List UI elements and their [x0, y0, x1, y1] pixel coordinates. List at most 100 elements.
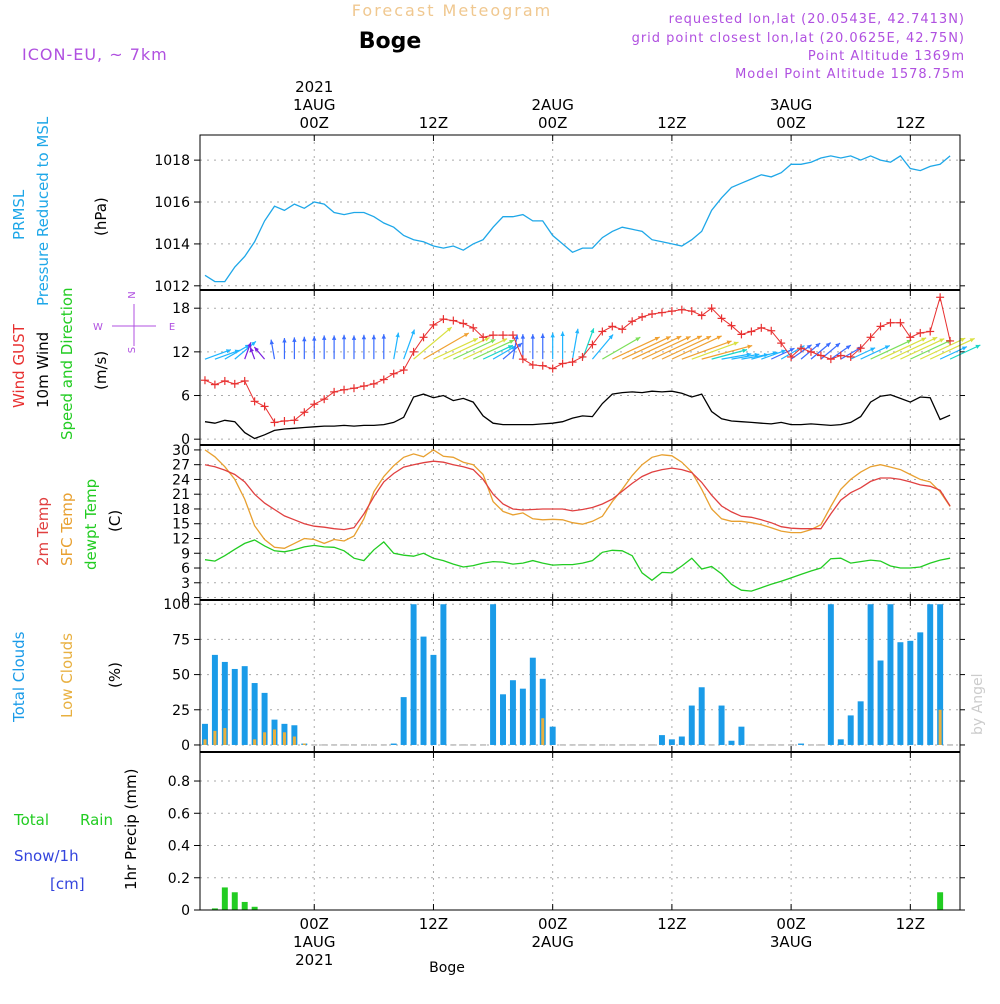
wind-arrow: [900, 338, 945, 360]
panel-pressure: 1012 1014 1016 1018: [154, 135, 965, 295]
wind-arrow-head: [747, 344, 753, 349]
total-cloud-bar: [549, 726, 556, 745]
wind-arrow-head: [490, 339, 496, 344]
gust-marker: [598, 327, 607, 336]
ytick-label-clouds: 75: [172, 632, 190, 648]
wind-arrow-shaft: [621, 335, 672, 360]
total-cloud-bar: [937, 604, 944, 745]
wind-arrow-shaft: [403, 329, 415, 360]
gust-marker: [429, 320, 438, 329]
ytick-label-temperature: 15: [172, 517, 190, 533]
wind-arrow-head: [960, 338, 966, 343]
dewpt-line: [204, 539, 951, 592]
wind-arrow: [890, 336, 938, 360]
wind-arrow-head: [574, 328, 580, 334]
total-cloud-bar: [798, 743, 805, 745]
wind-arrow-shaft: [234, 340, 257, 360]
year-label-top: 2021: [295, 78, 333, 96]
wind-arrow-head: [484, 337, 490, 342]
wind-arrow-head: [269, 339, 274, 345]
gust-marker: [389, 369, 398, 378]
wind-arrow-shaft: [641, 335, 691, 360]
wind-arrow: [920, 337, 966, 360]
total-cloud-bar: [877, 660, 884, 745]
gust-marker: [628, 317, 637, 326]
wind-arrow: [341, 334, 347, 360]
total-cloud-bar: [529, 657, 536, 745]
gust-marker: [200, 376, 209, 385]
grid-coords: grid point closest lon,lat (20.0625E, 42…: [632, 31, 965, 46]
wind-arrow-head: [608, 334, 614, 340]
wind-arrow-shaft: [204, 349, 232, 360]
low-cloud-bar: [223, 728, 227, 745]
gust-marker: [528, 360, 537, 369]
wind-arrow-head: [815, 343, 821, 348]
gust-marker: [618, 325, 627, 334]
total-cloud-bar: [897, 642, 904, 745]
gust-marker: [419, 333, 428, 342]
gust-marker: [280, 416, 289, 425]
wind-arrow-head: [635, 337, 641, 342]
wind-arrow-head: [676, 336, 682, 341]
wind-arrow-head: [726, 340, 732, 345]
total-cloud-bar: [698, 687, 705, 745]
wind-arrow-shaft: [612, 336, 660, 360]
wind-arrow: [530, 334, 535, 360]
wind-arrow: [381, 334, 386, 360]
label-dewpt: dewpt Temp: [82, 479, 100, 570]
gust-marker: [946, 336, 955, 345]
ytick-label-pressure: 1012: [154, 279, 190, 295]
gust-marker: [677, 305, 686, 314]
wind-arrow: [641, 335, 691, 360]
gust-marker: [578, 352, 587, 361]
ytick-label-temperature: 3: [181, 576, 190, 592]
label-sfc: SFC Temp: [58, 493, 76, 566]
wind-arrow-head: [247, 342, 252, 348]
wind-arrow: [302, 336, 307, 360]
gust-marker: [737, 330, 746, 339]
wind-arrow: [761, 349, 787, 360]
rain-bar: [937, 892, 944, 910]
year-label-bottom: 2021: [295, 951, 333, 969]
gust-marker: [866, 333, 875, 342]
wind-arrow-head: [463, 332, 469, 338]
wind-arrow-head: [665, 336, 671, 341]
gust-marker: [936, 293, 945, 302]
time-tick-bottom: 12Z: [657, 915, 686, 933]
gust-marker: [489, 331, 498, 340]
wind-arrow-head: [395, 332, 400, 338]
wind-arrow: [403, 329, 415, 360]
wind-arrow-shaft: [631, 335, 682, 360]
time-tick-bottom: 00Z: [538, 915, 567, 933]
label-cm: [cm]: [50, 875, 85, 893]
wind-arrow-shaft: [939, 346, 968, 360]
gust-marker: [479, 333, 488, 342]
gust-marker: [767, 326, 776, 335]
wind-arrow-shaft: [870, 339, 912, 360]
ytick-label-temperature: 6: [181, 561, 190, 577]
wind-arrow-head: [507, 345, 513, 350]
gust-marker: [518, 355, 527, 364]
total-cloud-bar: [291, 725, 298, 745]
wind-arrow-head: [540, 333, 545, 338]
wind-arrow: [433, 337, 479, 360]
wind-arrow-shaft: [413, 326, 453, 360]
wind-arrow-head: [312, 336, 317, 341]
wind-arrow: [393, 332, 400, 360]
wind-arrow-head: [341, 334, 347, 340]
wind-arrow: [371, 334, 377, 360]
wind-arrow-head: [351, 335, 357, 340]
day-label-top: 3AUG: [770, 96, 812, 114]
wind-arrow-shaft: [701, 345, 753, 360]
total-cloud-bar: [887, 604, 894, 745]
total-cloud-bar: [231, 668, 238, 745]
low-cloud-bar: [273, 729, 276, 745]
low-cloud-bar: [282, 732, 286, 745]
wind-arrow-shaft: [472, 339, 515, 360]
wind-arrow-head: [292, 337, 297, 342]
gust-marker: [876, 322, 885, 331]
total-cloud-bar: [688, 705, 695, 745]
